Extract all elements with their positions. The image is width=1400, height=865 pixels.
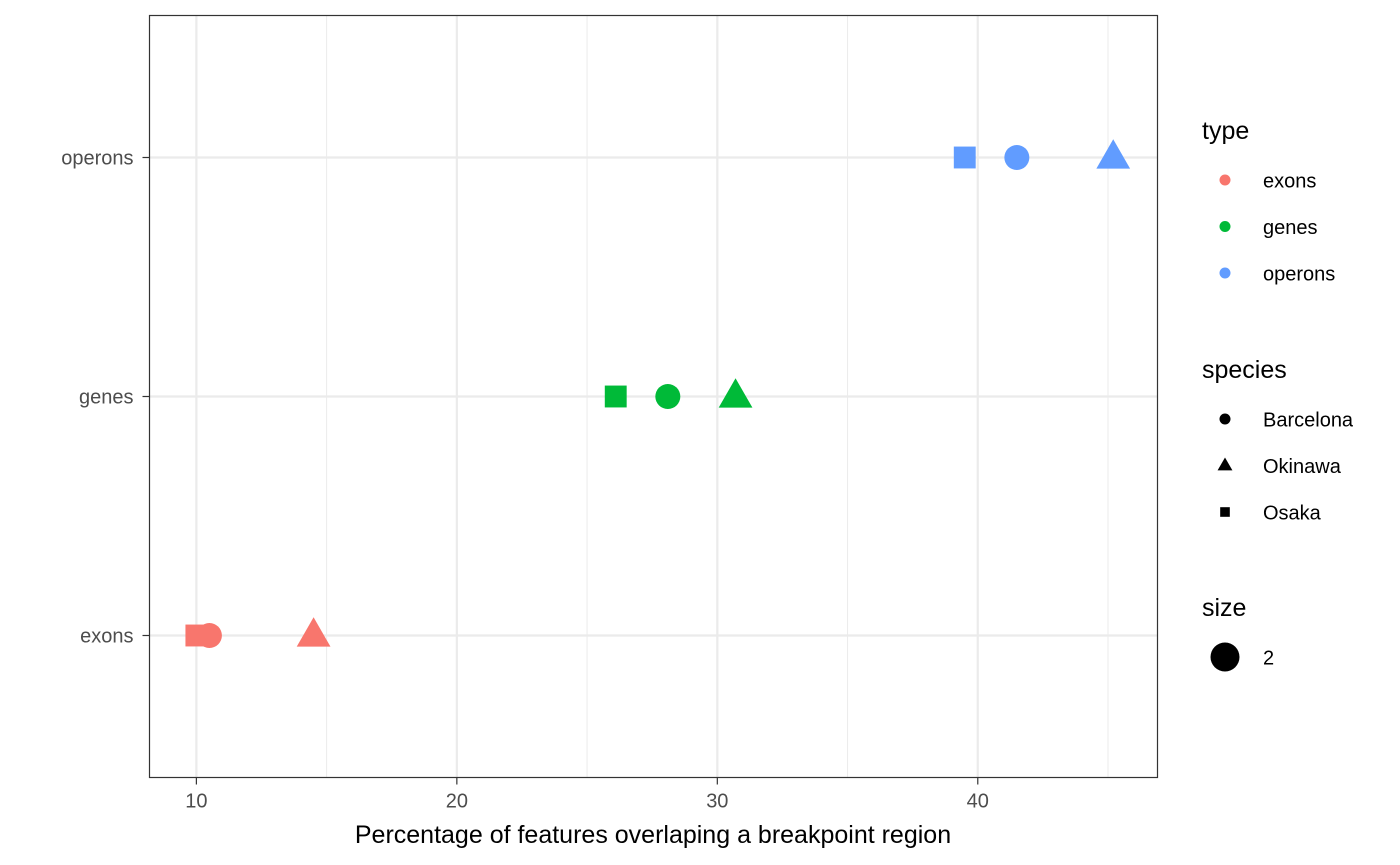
x-axis-title: Percentage of features overlaping a brea… <box>355 821 951 849</box>
x-tick-label: 30 <box>706 791 728 813</box>
legend: type exons genes operons species Barcelona Oki… <box>1202 117 1354 672</box>
legend-key-genes <box>1219 221 1231 232</box>
grid-lines <box>149 15 1158 778</box>
legend-label: 2 <box>1263 648 1274 670</box>
legend-label: Okinawa <box>1263 456 1342 478</box>
legend-key-exons <box>1219 174 1231 186</box>
data-point-genes-okinawa <box>718 378 753 408</box>
legend-title: species <box>1202 356 1287 384</box>
legend-label: genes <box>1263 217 1318 239</box>
legend-key-size <box>1210 642 1240 672</box>
legend-key-barcelona <box>1219 413 1231 425</box>
x-tick-label: 40 <box>967 791 989 813</box>
axes: 10 20 30 40 exons genes operons <box>61 148 989 813</box>
legend-key-osaka <box>1220 507 1230 517</box>
data-point-operons-barcelona <box>1004 145 1030 170</box>
data-point-operons-osaka <box>953 146 976 169</box>
legend-size: size 2 <box>1202 594 1274 672</box>
legend-label: exons <box>1263 171 1316 193</box>
legend-label: Barcelona <box>1263 410 1354 432</box>
y-tick-label: genes <box>79 387 134 409</box>
x-tick-label: 10 <box>185 791 207 813</box>
legend-title: size <box>1202 594 1246 622</box>
data-points <box>185 139 1131 648</box>
data-point-genes-osaka <box>604 385 627 408</box>
legend-label: operons <box>1263 264 1335 286</box>
x-tick-label: 20 <box>446 791 468 813</box>
legend-species: species Barcelona Okinawa Osaka <box>1202 356 1354 525</box>
legend-key-operons <box>1219 267 1231 279</box>
data-point-genes-barcelona <box>655 384 681 409</box>
legend-key-okinawa <box>1217 457 1233 471</box>
legend-label: Osaka <box>1263 503 1322 525</box>
y-tick-label: exons <box>80 626 133 648</box>
data-point-exons-okinawa <box>296 617 331 647</box>
data-point-operons-okinawa <box>1096 139 1131 169</box>
data-point-exons-barcelona <box>196 623 222 648</box>
legend-type: type exons genes operons <box>1202 117 1335 286</box>
y-tick-label: operons <box>61 148 133 170</box>
legend-title: type <box>1202 117 1249 145</box>
